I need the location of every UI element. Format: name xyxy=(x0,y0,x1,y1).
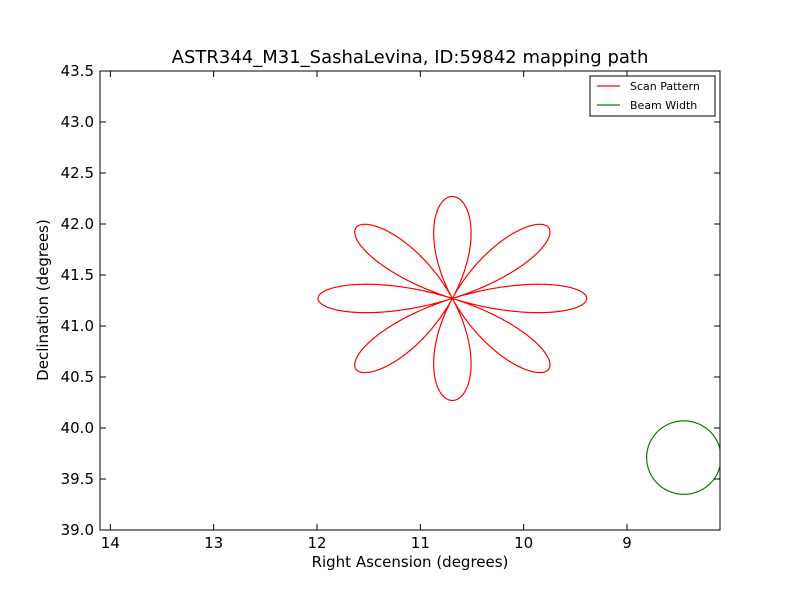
y-tick-label: 41.0 xyxy=(61,317,94,335)
y-tick-label: 39.5 xyxy=(61,470,94,488)
y-tick-label: 40.0 xyxy=(61,419,94,437)
series-scan-pattern xyxy=(317,195,588,402)
x-tick-label: 12 xyxy=(307,534,326,552)
x-axis-label: Right Ascension (degrees) xyxy=(312,553,509,571)
y-tick-label: 42.0 xyxy=(61,215,94,233)
y-tick-label: 43.0 xyxy=(61,113,94,131)
chart-title: ASTR344_M31_SashaLevina, ID:59842 mappin… xyxy=(172,47,649,68)
series-beam-width xyxy=(646,420,720,495)
y-tick-label: 43.5 xyxy=(61,62,94,80)
y-axis-label: Declination (degrees) xyxy=(34,219,52,381)
legend-label-beam-width: Beam Width xyxy=(630,99,697,112)
ticks-layer: 14 13 12 11 10 9 39.0 39.5 40.0 40.5 41.0 41.5 42.0 4… xyxy=(61,62,720,552)
y-tick-label: 40.5 xyxy=(61,368,94,386)
y-tick-label: 42.5 xyxy=(61,164,94,182)
plot-area xyxy=(100,71,720,530)
y-tick-label: 39.0 xyxy=(61,521,94,539)
x-tick-label: 11 xyxy=(411,534,430,552)
legend-label-scan-pattern: Scan Pattern xyxy=(630,80,700,93)
x-tick-label: 10 xyxy=(514,534,533,552)
plot-frame xyxy=(99,70,721,531)
x-tick-label: 9 xyxy=(622,534,632,552)
x-tick-label: 13 xyxy=(204,534,223,552)
y-tick-label: 41.5 xyxy=(61,266,94,284)
legend-box xyxy=(589,75,716,117)
series-layer xyxy=(317,195,720,495)
x-tick-label: 14 xyxy=(101,534,120,552)
legend: Scan Pattern Beam Width xyxy=(589,75,716,117)
